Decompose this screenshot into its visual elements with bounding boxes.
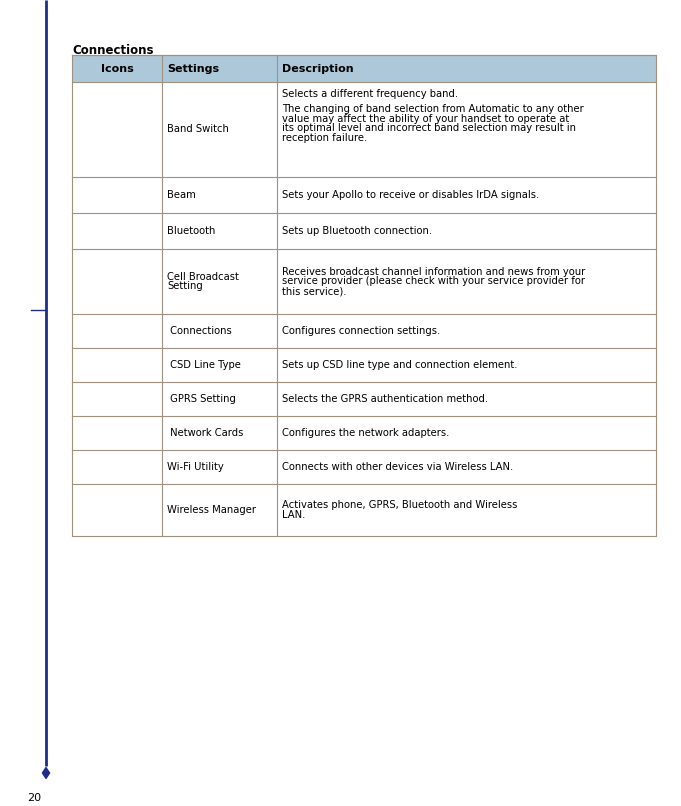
Text: Cell Broadcast: Cell Broadcast <box>167 272 239 281</box>
Text: Band Switch: Band Switch <box>167 124 229 135</box>
Text: Configures the network adapters.: Configures the network adapters. <box>282 428 449 438</box>
Polygon shape <box>42 767 50 779</box>
Text: Connections: Connections <box>72 44 153 57</box>
Bar <box>72 382 656 416</box>
Text: Sets up Bluetooth connection.: Sets up Bluetooth connection. <box>282 226 432 236</box>
Text: Selects a different frequency band.: Selects a different frequency band. <box>282 89 458 99</box>
Text: Selects the GPRS authentication method.: Selects the GPRS authentication method. <box>282 394 488 404</box>
Text: service provider (please check with your service provider for: service provider (please check with your… <box>282 276 585 286</box>
Text: CSD Line Type: CSD Line Type <box>167 360 241 370</box>
Text: The changing of band selection from Automatic to any other: The changing of band selection from Auto… <box>282 104 584 114</box>
Bar <box>72 177 656 213</box>
Text: reception failure.: reception failure. <box>282 133 367 143</box>
Text: Setting: Setting <box>167 281 203 292</box>
Text: Bluetooth: Bluetooth <box>167 226 215 236</box>
Text: Configures connection settings.: Configures connection settings. <box>282 326 440 336</box>
Text: value may affect the ability of your handset to operate at: value may affect the ability of your han… <box>282 114 569 123</box>
Text: this service).: this service). <box>282 286 347 297</box>
Text: Wireless Manager: Wireless Manager <box>167 505 256 515</box>
Text: Connects with other devices via Wireless LAN.: Connects with other devices via Wireless… <box>282 462 513 472</box>
Bar <box>72 55 656 82</box>
Text: GPRS Setting: GPRS Setting <box>167 394 236 404</box>
Bar <box>72 416 656 450</box>
Text: Beam: Beam <box>167 190 195 200</box>
Bar <box>72 314 656 348</box>
Text: Sets up CSD line type and connection element.: Sets up CSD line type and connection ele… <box>282 360 518 370</box>
Bar <box>72 348 656 382</box>
Bar <box>72 82 656 177</box>
Text: Connections: Connections <box>167 326 232 336</box>
Text: Wi-Fi Utility: Wi-Fi Utility <box>167 462 224 472</box>
Bar <box>72 249 656 314</box>
Text: Sets your Apollo to receive or disables IrDA signals.: Sets your Apollo to receive or disables … <box>282 190 539 200</box>
Text: Icons: Icons <box>101 64 133 73</box>
Text: its optimal level and incorrect band selection may result in: its optimal level and incorrect band sel… <box>282 123 576 134</box>
Text: Description: Description <box>282 64 353 73</box>
Text: Activates phone, GPRS, Bluetooth and Wireless: Activates phone, GPRS, Bluetooth and Wir… <box>282 500 518 510</box>
Text: 20: 20 <box>27 793 41 803</box>
Text: LAN.: LAN. <box>282 510 305 520</box>
Bar <box>72 484 656 536</box>
Bar <box>72 213 656 249</box>
Text: Settings: Settings <box>167 64 219 73</box>
Text: Receives broadcast channel information and news from your: Receives broadcast channel information a… <box>282 267 585 276</box>
Bar <box>72 450 656 484</box>
Text: Network Cards: Network Cards <box>167 428 243 438</box>
